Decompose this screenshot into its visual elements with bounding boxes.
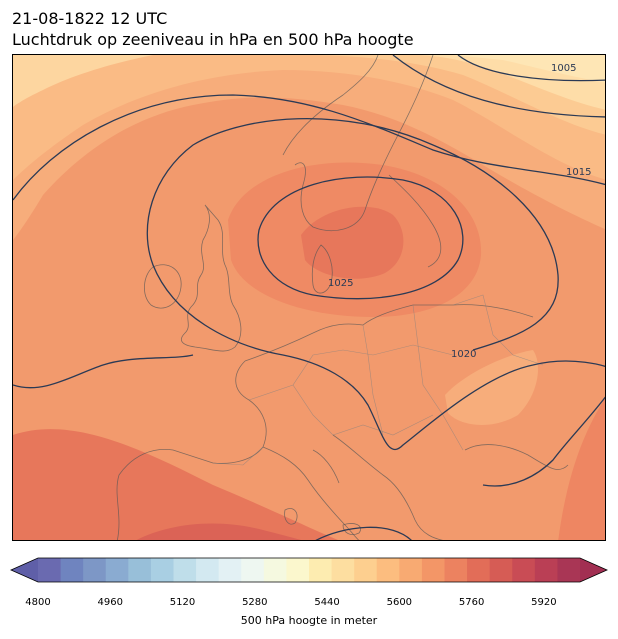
- colorbar-cell: [512, 558, 536, 582]
- colorbar-cell: [331, 558, 355, 582]
- colorbar-tick-label: 5920: [531, 597, 557, 608]
- colorbar-cell: [60, 558, 84, 582]
- denmark-coastline: [311, 244, 333, 294]
- balkans-coastline: [332, 434, 444, 540]
- colorbar-cell: [399, 558, 423, 582]
- colorbar-outline: [10, 557, 608, 583]
- height-band-5560-west: [13, 55, 153, 107]
- country-borders: [212, 294, 544, 466]
- height-colorbar: [10, 557, 608, 583]
- isobar-1015-east: [482, 396, 605, 487]
- isobar-1020: [146, 117, 605, 451]
- height-band-5640: [13, 55, 605, 180]
- colorbar-cell: [444, 558, 468, 582]
- colorbar-tick-label: 4960: [97, 597, 123, 608]
- colorbar-cell: [354, 558, 378, 582]
- scandinavia-coastline: [282, 55, 434, 231]
- height-band-5520: [453, 55, 605, 83]
- colorbar-cell: [467, 558, 491, 582]
- ireland-coastline: [144, 264, 182, 309]
- colorbar-tick-label: 5120: [169, 597, 196, 608]
- isobar-label-1005: 1005: [551, 63, 576, 74]
- colorbar-cell: [376, 558, 400, 582]
- border-eastern-europe: [412, 304, 464, 451]
- border-baltics-russia: [452, 294, 544, 366]
- colorbar-cell: [173, 558, 197, 582]
- border-germany-poland: [362, 324, 384, 436]
- colorbar-tick-label: 5280: [242, 597, 268, 608]
- colorbar-tick-label: 4800: [25, 597, 51, 608]
- geopotential-height-fills: [13, 55, 605, 540]
- colorbar-cells: [11, 558, 607, 582]
- colorbar-cell: [421, 558, 445, 582]
- weather-map-canvas: 1005 1015 1020 1025: [13, 55, 605, 540]
- isobar-1010: [392, 55, 605, 118]
- colorbar-cell: [128, 558, 152, 582]
- colorbar-tick-label: 5440: [314, 597, 340, 608]
- colorbar-cell: [534, 558, 558, 582]
- colorbar-label: 500 hPa hoogte in meter: [240, 614, 378, 627]
- isobar-label-1020: 1020: [451, 349, 476, 360]
- map-title-date: 21-08-1822 12 UTC: [12, 9, 168, 28]
- colorbar-cell: [557, 558, 581, 582]
- colorbar-cell: [489, 558, 513, 582]
- colorbar-cell: [150, 558, 174, 582]
- isobars: [13, 55, 605, 540]
- colorbar-cell: [105, 558, 129, 582]
- colorbar-extend-high: [580, 558, 607, 582]
- baltic-coastline: [388, 174, 442, 268]
- colorbar-cell: [309, 558, 333, 582]
- height-band-5840-south: [136, 523, 302, 540]
- isobar-1015: [13, 94, 605, 201]
- height-band-5800: [301, 206, 404, 279]
- isobar-label-1025: 1025: [328, 278, 353, 289]
- colorbar-cell: [83, 558, 107, 582]
- colorbar-cell: [196, 558, 220, 582]
- sardinia-coastline: [284, 508, 298, 525]
- black-sea-coastline: [464, 444, 569, 470]
- colorbar-tick-label: 5760: [458, 597, 485, 608]
- isobar-1020-west: [13, 354, 194, 389]
- sicily-coastline: [342, 523, 361, 535]
- coastlines: [116, 55, 569, 540]
- isobar-1015-south: [315, 526, 412, 540]
- weather-map: 1005 1015 1020 1025: [12, 54, 606, 541]
- colorbar-tick-label: 5600: [386, 597, 413, 608]
- colorbar-cell: [218, 558, 242, 582]
- colorbar-cell: [38, 558, 62, 582]
- map-title-description: Luchtdruk op zeeniveau in hPa en 500 hPa…: [12, 30, 414, 49]
- border-alps: [292, 384, 434, 436]
- colorbar-extend-low: [11, 558, 38, 582]
- border-pyrenees: [212, 446, 264, 466]
- colorbar-cell: [263, 558, 287, 582]
- height-band-5800-south: [13, 429, 339, 540]
- isobar-1005: [457, 55, 605, 82]
- height-band-5680-east: [445, 350, 538, 425]
- colorbar-cell: [241, 558, 265, 582]
- italy-coastline: [262, 446, 360, 540]
- colorbar-cell: [286, 558, 310, 582]
- great-britain-coastline: [180, 204, 242, 352]
- isobar-1025: [257, 176, 464, 300]
- height-band-5760-se: [558, 398, 605, 540]
- isobar-label-1015: 1015: [566, 167, 591, 178]
